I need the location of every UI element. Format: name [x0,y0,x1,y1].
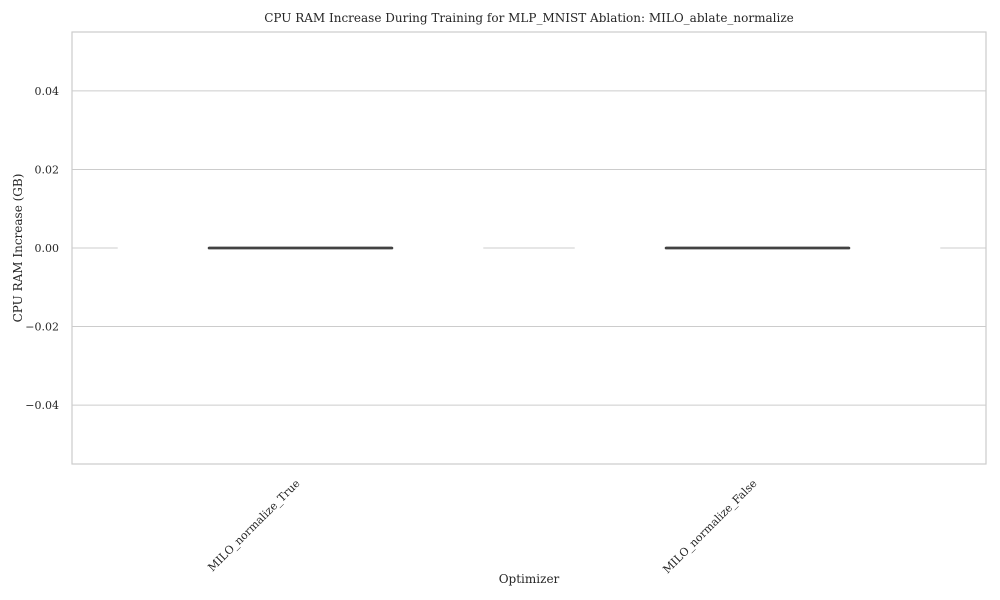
y-tick-label: −0.04 [25,399,59,412]
x-tick-label: MILO_normalize_True [205,477,302,574]
y-tick-label: −0.02 [25,321,59,334]
y-tick-labels: −0.04 −0.02 0.00 0.02 0.04 [25,85,59,412]
x-tick-labels: MILO_normalize_True MILO_normalize_False [205,477,759,576]
chart-title: CPU RAM Increase During Training for MLP… [264,11,794,25]
y-tick-label: 0.02 [35,163,60,176]
bars [117,246,941,250]
x-tick-label: MILO_normalize_False [660,477,759,576]
x-axis-label: Optimizer [499,572,560,586]
y-tick-label: 0.04 [35,85,60,98]
y-tick-label: 0.00 [35,242,60,255]
plot-frame [71,31,987,465]
y-axis-label: CPU RAM Increase (GB) [11,174,25,323]
